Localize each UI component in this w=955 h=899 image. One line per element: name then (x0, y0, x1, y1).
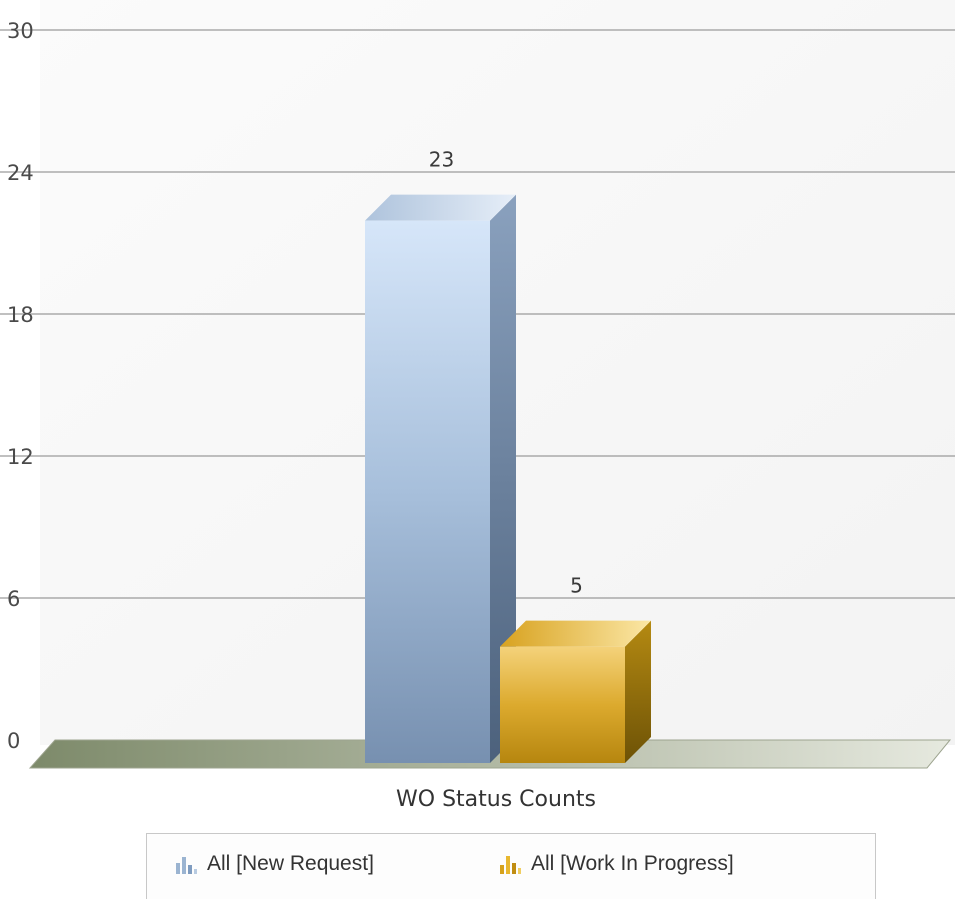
bar-chart: 0 6 12 18 24 30 23 5 WO Status Counts (0, 0, 955, 812)
bar-new-request (365, 194, 516, 763)
bar-front-face (365, 220, 490, 763)
y-tick-label-24: 24 (7, 161, 34, 185)
bar-chart-icon-gold (500, 856, 521, 874)
y-tick-label-30: 30 (7, 19, 34, 43)
bar-side-face (625, 620, 651, 763)
bar-side-face (490, 194, 516, 763)
x-category-label: WO Status Counts (396, 787, 596, 812)
y-tick-label-6: 6 (7, 587, 20, 611)
y-tick-label-18: 18 (7, 303, 34, 327)
legend: All [New Request] All [Work In Progress] (146, 833, 876, 899)
legend-label-work-in-progress: All [Work In Progress] (531, 852, 734, 875)
bar-chart-icon-blue (176, 857, 197, 874)
legend-label-new-request: All [New Request] (207, 852, 374, 875)
data-label-work-in-progress: 5 (570, 574, 583, 598)
y-tick-label-0: 0 (7, 729, 20, 753)
y-tick-label-12: 12 (7, 445, 34, 469)
legend-item-work-in-progress[interactable]: All [Work In Progress] (499, 852, 734, 876)
legend-item-new-request[interactable]: All [New Request] (175, 852, 374, 876)
bar-front-face (500, 646, 625, 763)
bar-top-face (500, 620, 651, 647)
bar-top-face (365, 194, 516, 221)
bar-work-in-progress (500, 620, 651, 763)
data-label-new-request: 23 (429, 148, 454, 172)
